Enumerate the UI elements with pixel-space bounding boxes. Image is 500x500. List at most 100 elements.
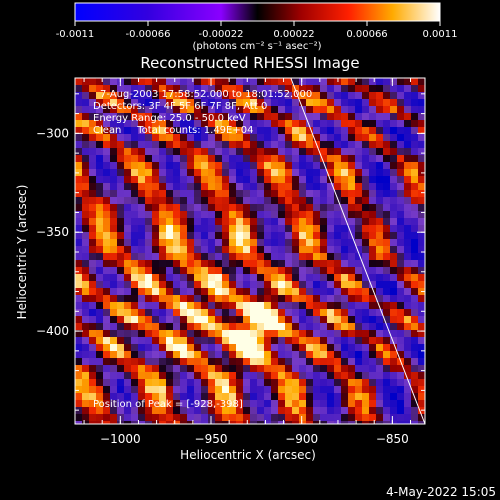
- heatmap-cell: [327, 197, 334, 204]
- heatmap-cell: [103, 386, 110, 393]
- heatmap-cell: [243, 400, 250, 407]
- heatmap-cell: [369, 106, 376, 113]
- heatmap-cell: [222, 113, 229, 120]
- heatmap-cell: [257, 295, 264, 302]
- heatmap-cell: [222, 148, 229, 155]
- heatmap-cell: [110, 78, 117, 85]
- heatmap-cell: [75, 253, 82, 260]
- heatmap-cell: [215, 246, 222, 253]
- heatmap-cell: [229, 365, 236, 372]
- heatmap-cell: [103, 400, 110, 407]
- heatmap-cell: [390, 421, 397, 424]
- heatmap-cell: [222, 232, 229, 239]
- heatmap-cell: [89, 218, 96, 225]
- heatmap-cell: [75, 393, 82, 400]
- heatmap-cell: [334, 393, 341, 400]
- heatmap-cell: [124, 190, 131, 197]
- heatmap-cell: [411, 190, 418, 197]
- colorbar-tick-label: 0.00066: [346, 29, 387, 40]
- heatmap-cell: [285, 386, 292, 393]
- heatmap-cell: [292, 99, 299, 106]
- heatmap-cell: [243, 386, 250, 393]
- heatmap-cell: [264, 302, 271, 309]
- heatmap-cell: [250, 281, 257, 288]
- heatmap-cell: [180, 253, 187, 260]
- heatmap-cell: [404, 211, 411, 218]
- x-tick-label: −900: [285, 432, 318, 446]
- heatmap-cell: [89, 309, 96, 316]
- heatmap-cell: [194, 309, 201, 316]
- heatmap-cell: [173, 78, 180, 85]
- heatmap-cell: [222, 211, 229, 218]
- heatmap-cell: [194, 365, 201, 372]
- heatmap-cell: [327, 358, 334, 365]
- heatmap-cell: [201, 197, 208, 204]
- heatmap-cell: [138, 316, 145, 323]
- heatmap-cell: [334, 365, 341, 372]
- heatmap-cell: [173, 421, 180, 424]
- heatmap-cell: [299, 393, 306, 400]
- heatmap-cell: [96, 386, 103, 393]
- heatmap-cell: [411, 239, 418, 246]
- heatmap-cell: [82, 232, 89, 239]
- heatmap-cell: [75, 120, 82, 127]
- heatmap-cell: [355, 386, 362, 393]
- heatmap-cell: [208, 407, 215, 414]
- heatmap-cell: [180, 225, 187, 232]
- heatmap-cell: [75, 197, 82, 204]
- heatmap-cell: [110, 183, 117, 190]
- heatmap-cell: [362, 197, 369, 204]
- heatmap-cell: [159, 127, 166, 134]
- heatmap-cell: [152, 246, 159, 253]
- heatmap-cell: [257, 309, 264, 316]
- heatmap-cell: [173, 267, 180, 274]
- heatmap-cell: [299, 365, 306, 372]
- heatmap-cell: [201, 169, 208, 176]
- heatmap-cell: [222, 141, 229, 148]
- heatmap-cell: [173, 134, 180, 141]
- heatmap-cell: [236, 400, 243, 407]
- heatmap-cell: [166, 218, 173, 225]
- heatmap-cell: [285, 183, 292, 190]
- heatmap-cell: [145, 134, 152, 141]
- heatmap-cell: [103, 393, 110, 400]
- heatmap-cell: [187, 309, 194, 316]
- heatmap-cell: [173, 274, 180, 281]
- heatmap-cell: [278, 78, 285, 85]
- heatmap-cell: [257, 99, 264, 106]
- heatmap-cell: [208, 169, 215, 176]
- heatmap-cell: [173, 351, 180, 358]
- heatmap-cell: [397, 92, 404, 99]
- heatmap-cell: [117, 316, 124, 323]
- heatmap-cell: [201, 316, 208, 323]
- heatmap-cell: [208, 351, 215, 358]
- heatmap-cell: [103, 204, 110, 211]
- heatmap-cell: [257, 183, 264, 190]
- heatmap-cell: [117, 218, 124, 225]
- heatmap-cell: [320, 414, 327, 421]
- heatmap-cell: [103, 246, 110, 253]
- heatmap-cell: [285, 225, 292, 232]
- heatmap-cell: [215, 358, 222, 365]
- heatmap-cell: [257, 211, 264, 218]
- heatmap-cell: [362, 281, 369, 288]
- heatmap-cell: [390, 176, 397, 183]
- heatmap-cell: [383, 365, 390, 372]
- heatmap-cell: [243, 232, 250, 239]
- heatmap-cell: [201, 386, 208, 393]
- heatmap-cell: [334, 120, 341, 127]
- heatmap-cell: [187, 232, 194, 239]
- heatmap-cell: [222, 414, 229, 421]
- heatmap-cell: [257, 176, 264, 183]
- heatmap-cell: [285, 407, 292, 414]
- heatmap-cell: [355, 148, 362, 155]
- heatmap-cell: [145, 386, 152, 393]
- heatmap-cell: [397, 295, 404, 302]
- heatmap-cell: [355, 267, 362, 274]
- heatmap-cell: [397, 337, 404, 344]
- heatmap-cell: [278, 365, 285, 372]
- heatmap-cell: [334, 344, 341, 351]
- heatmap-cell: [138, 211, 145, 218]
- heatmap-cell: [250, 309, 257, 316]
- heatmap-cell: [166, 365, 173, 372]
